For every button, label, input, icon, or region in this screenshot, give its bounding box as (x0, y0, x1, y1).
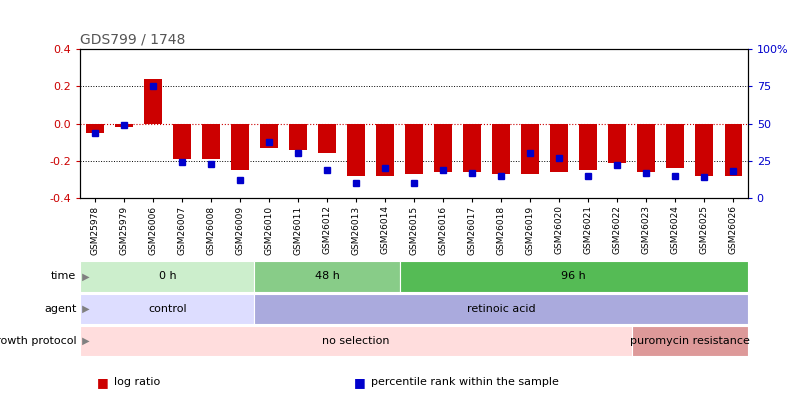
Bar (579, 124, 596, 171)
Bar (260, 124, 277, 148)
Text: growth protocol: growth protocol (0, 336, 76, 346)
Bar (318, 124, 336, 153)
Bar (463, 124, 480, 172)
Text: ■: ■ (353, 376, 365, 389)
Bar (173, 124, 190, 159)
Text: percentile rank within the sample: percentile rank within the sample (371, 377, 559, 387)
Bar (80, 261, 255, 292)
Bar (86, 124, 104, 133)
Text: time: time (51, 271, 76, 281)
Text: no selection: no selection (322, 336, 389, 346)
Text: ▶: ▶ (79, 336, 89, 346)
Bar (608, 124, 625, 163)
Text: 96 h: 96 h (560, 271, 585, 281)
Text: 0 h: 0 h (158, 271, 176, 281)
Text: log ratio: log ratio (114, 377, 161, 387)
Bar (255, 294, 747, 324)
Text: ▶: ▶ (79, 271, 89, 281)
Bar (115, 124, 132, 127)
Bar (405, 124, 422, 174)
Bar (231, 124, 248, 171)
Bar (376, 124, 393, 176)
Bar (637, 124, 654, 172)
Bar (144, 79, 161, 124)
Bar (347, 124, 365, 176)
Bar (666, 124, 683, 168)
Text: puromycin resistance: puromycin resistance (629, 336, 748, 346)
Bar (80, 326, 631, 356)
Text: GDS799 / 1748: GDS799 / 1748 (80, 33, 185, 47)
Bar (550, 124, 567, 172)
Text: ▶: ▶ (79, 304, 89, 314)
Bar (631, 326, 747, 356)
Bar (289, 124, 306, 150)
Bar (521, 124, 538, 174)
Text: retinoic acid: retinoic acid (467, 304, 535, 314)
Bar (255, 261, 399, 292)
Bar (491, 124, 509, 174)
Bar (434, 124, 451, 172)
Bar (80, 294, 255, 324)
Text: agent: agent (44, 304, 76, 314)
Bar (202, 124, 219, 159)
Bar (724, 124, 741, 176)
Text: 48 h: 48 h (314, 271, 339, 281)
Bar (399, 261, 747, 292)
Text: control: control (148, 304, 186, 314)
Text: ■: ■ (96, 376, 108, 389)
Bar (695, 124, 712, 176)
